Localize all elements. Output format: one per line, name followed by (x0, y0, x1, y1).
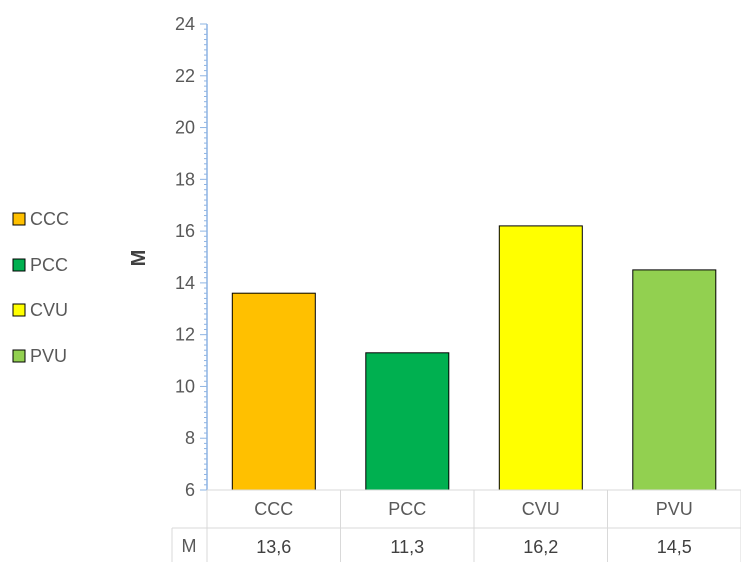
table-value-label: 13,6 (256, 537, 291, 557)
table-value-label: 16,2 (523, 537, 558, 557)
y-axis: 6 8 10 12 14 16 18 20 22 24 (175, 14, 208, 500)
y-tick-label: 16 (175, 221, 195, 241)
y-tick-label: 8 (185, 428, 195, 448)
bar-cvu (498, 225, 583, 491)
y-tick-label: 10 (175, 376, 195, 396)
x-category-label: PVU (656, 499, 693, 519)
bar-ccc (231, 292, 316, 491)
legend-label: PVU (30, 346, 67, 366)
y-tick-label: 22 (175, 66, 195, 86)
legend-label: CCC (30, 209, 69, 229)
legend-label: CVU (30, 300, 68, 320)
y-tick-label: 6 (185, 480, 195, 500)
legend-swatch-ccc (12, 212, 26, 226)
y-tick-label: 20 (175, 118, 195, 138)
bar-pvu (632, 269, 717, 491)
bars (231, 225, 717, 491)
y-axis-title: M (128, 250, 150, 267)
table-value-label: 14,5 (657, 537, 692, 557)
y-tick-label: 12 (175, 325, 195, 345)
legend-swatch-pcc (12, 258, 26, 272)
x-category-label: CCC (254, 499, 293, 519)
bar-pcc (365, 352, 450, 491)
table-value-label: 11,3 (390, 537, 424, 557)
y-tick-label: 24 (175, 14, 195, 34)
legend-swatch-pvu (12, 349, 26, 363)
legend-label: PCC (30, 255, 68, 275)
y-tick-label: 14 (175, 273, 195, 293)
legend-swatch-cvu (12, 303, 26, 317)
y-tick-label: 18 (175, 169, 195, 189)
table-row-label: M (182, 536, 197, 556)
data-table: M CCC 13,6 PCC 11,3 CVU 16,2 PVU 14,5 (171, 489, 741, 562)
x-category-label: CVU (522, 499, 560, 519)
legend: CCC PCC CVU PVU (12, 209, 69, 366)
x-category-label: PCC (388, 499, 426, 519)
